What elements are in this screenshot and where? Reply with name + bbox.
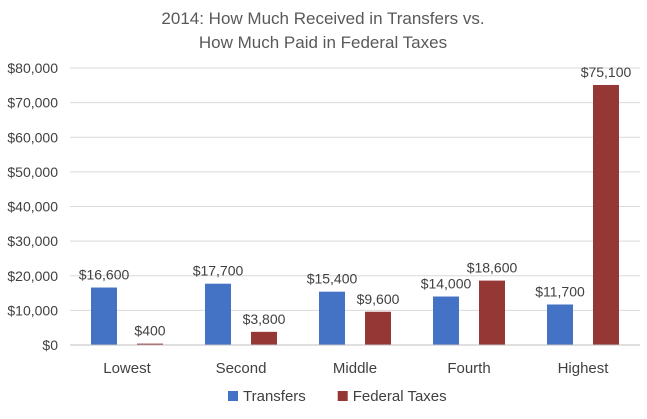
data-label: $75,100 [581,64,632,80]
bar-transfers-lowest [91,287,117,345]
bar-transfers-middle [319,291,345,345]
bar-transfers-fourth [433,296,459,345]
x-axis: Lowest Second Middle Fourth Highest [70,344,640,377]
data-label: $15,400 [307,271,358,287]
data-label: $400 [134,323,165,339]
y-tick-label: $50,000 [7,164,58,180]
legend-swatch [337,391,348,401]
bar-federal-taxes-middle [365,311,391,345]
y-axis: $0 $10,000 $20,000 $30,000 $40,000 $50,000 $60… [7,60,58,353]
bar-transfers-highest [547,304,573,345]
bar-federal-taxes-highest [593,84,619,345]
y-tick-label: $80,000 [7,60,58,76]
y-tick-label: $70,000 [7,95,58,111]
gridlines [70,67,640,311]
y-tick-label: $10,000 [7,302,58,318]
data-label: $3,800 [243,311,286,327]
data-label: $9,600 [357,291,400,307]
chart-title-line-1: 2014: How Much Received in Transfers vs. [161,9,484,28]
legend-label: Federal Taxes [353,388,447,405]
y-tick-label: $0 [42,337,58,353]
x-tick-label: Highest [558,360,610,377]
legend: Transfers Federal Taxes [228,388,447,405]
data-label: $17,700 [193,263,244,279]
x-tick-label: Fourth [447,360,490,377]
bars: $16,600 $400 $17,700 $3,800 $15,400 $9,600 $14… [79,64,632,345]
legend-swatch [228,391,238,401]
legend-label: Transfers [243,388,306,405]
y-tick-label: $40,000 [7,199,58,215]
x-tick-label: Middle [333,360,377,377]
data-label: $14,000 [421,276,472,292]
data-label: $16,600 [79,267,130,283]
data-label: $18,600 [467,260,518,276]
chart-title-line-2: How Much Paid in Federal Taxes [199,33,447,52]
bar-federal-taxes-lowest [137,343,163,345]
y-tick-label: $60,000 [7,129,58,145]
x-tick-label: Lowest [103,360,151,377]
data-label: $11,700 [535,283,585,299]
bar-transfers-second [205,283,231,345]
bar-federal-taxes-second [251,331,277,345]
y-tick-label: $20,000 [7,268,58,284]
y-tick-label: $30,000 [7,233,58,249]
bar-federal-taxes-fourth [479,280,505,345]
x-tick-label: Second [216,360,267,377]
